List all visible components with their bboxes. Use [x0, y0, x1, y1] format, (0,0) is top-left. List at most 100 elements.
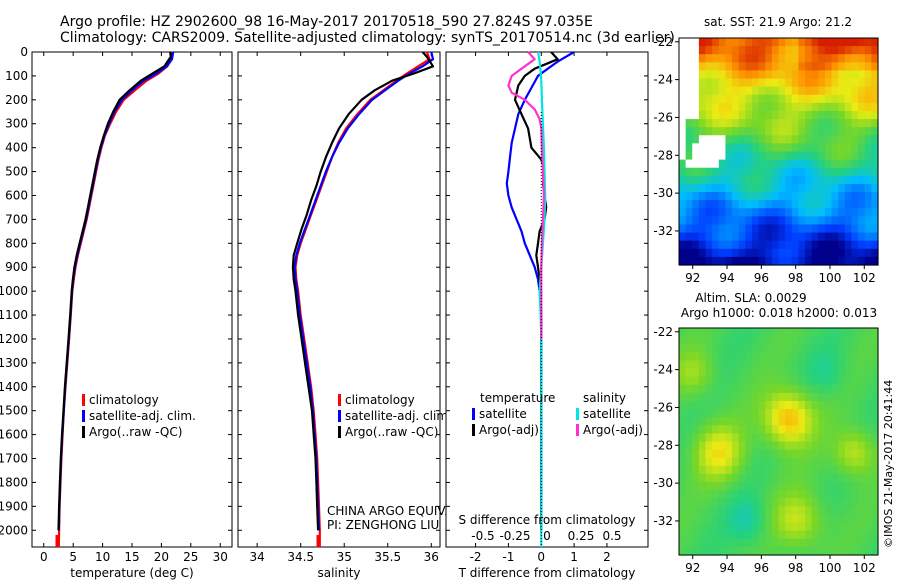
- sst-map-cell: [838, 102, 846, 112]
- sla-map-cell: [685, 417, 693, 426]
- sla-map-cell: [864, 538, 872, 548]
- sst-map-cell: [871, 224, 879, 234]
- sla-map-cell: [851, 352, 859, 362]
- sla-map-cell: [712, 449, 720, 459]
- sla-map-cell: [871, 352, 879, 362]
- sst-map-cell: [771, 110, 780, 120]
- sla-map-cell: [718, 441, 727, 451]
- sst-map-cell: [705, 232, 713, 242]
- sst-map-cell: [851, 175, 859, 185]
- sla-map-cell: [679, 384, 687, 394]
- sst-map-cell: [864, 135, 872, 144]
- sst-map-cell: [858, 54, 866, 63]
- sst-map-cell: [824, 94, 833, 104]
- depth-tick-label: 1000: [0, 284, 28, 298]
- sla-map-cell: [745, 546, 753, 556]
- sla-map-cell: [758, 546, 766, 556]
- sla-map-cell: [778, 352, 786, 362]
- sst-map-cell: [732, 208, 740, 217]
- sla-map-cell: [758, 368, 766, 378]
- sst-map-cell: [871, 192, 879, 201]
- sla-map-cell: [824, 441, 833, 451]
- sla-map-cell: [858, 530, 866, 540]
- sla-map-cell: [838, 465, 846, 475]
- sst-map-cell: [751, 192, 760, 201]
- temperature-legend-label: climatology: [89, 393, 159, 407]
- sla-map-cell: [732, 384, 740, 394]
- sla-map-cell: [785, 344, 793, 353]
- sla-map-cell: [824, 409, 833, 418]
- sla-map-cell: [864, 400, 872, 410]
- sst-map-cell: [864, 143, 872, 153]
- sla-map-cell: [765, 514, 773, 524]
- sla-map-cell: [785, 441, 793, 451]
- sst-map-cell: [824, 62, 833, 72]
- sla-map-cell: [785, 506, 793, 516]
- sla-map-cell: [798, 498, 806, 507]
- annotation-line-1: CHINA ARGO EQUIVALENT: [327, 504, 484, 518]
- sla-map-cell: [758, 433, 766, 443]
- sst-map-cell: [732, 127, 740, 136]
- sst-map-cell: [745, 62, 753, 72]
- sla-map-cell: [758, 425, 766, 434]
- sla-map-cell: [838, 457, 846, 467]
- sla-map-cell: [818, 530, 826, 540]
- sst-map-cell: [778, 240, 786, 250]
- sst-map-cell: [871, 167, 879, 177]
- sla-map-cell: [824, 498, 833, 507]
- sla-map-cell: [751, 546, 760, 556]
- sla-map-cell: [698, 328, 707, 337]
- sst-map-cell: [698, 62, 707, 72]
- sla-map-cell: [679, 409, 687, 418]
- sst-map-cell: [745, 70, 753, 80]
- sla-map-cell: [679, 506, 687, 516]
- sla-map-cell: [771, 546, 780, 556]
- sst-map-cell: [864, 192, 872, 201]
- sla-map-cell: [851, 546, 859, 556]
- sla-map-cell: [778, 473, 786, 483]
- sla-map-cell: [765, 490, 773, 499]
- sla-map-cell: [732, 498, 740, 507]
- sst-map-cell: [751, 200, 760, 209]
- sla-map-cell: [712, 498, 720, 507]
- sst-map-cell: [818, 70, 826, 80]
- sla-map-cell: [791, 514, 799, 524]
- sst-map-cell: [718, 78, 727, 88]
- sst-map-cell: [685, 86, 693, 96]
- sla-map-cell: [685, 400, 693, 410]
- sst-map-cell: [824, 167, 833, 177]
- sst-map-cell: [738, 102, 746, 112]
- sst-map-cell: [818, 94, 826, 104]
- sla-map-cell: [798, 457, 806, 467]
- sla-map-cell: [838, 425, 846, 434]
- sst-map-cell: [871, 175, 879, 185]
- sst-map-cell: [738, 110, 746, 120]
- sst-map-cell: [798, 119, 806, 128]
- sla-map-cell: [858, 433, 866, 443]
- sst-map-cell: [698, 110, 707, 120]
- sla-map-cell: [811, 336, 819, 345]
- sst-map-cell: [718, 200, 727, 209]
- sla-map-cell: [712, 368, 720, 378]
- sla-map-cell: [679, 490, 687, 499]
- sst-map-cell: [858, 224, 866, 234]
- sst-map-cell: [732, 175, 740, 185]
- sla-map-cell: [738, 441, 746, 451]
- sst-map-cell: [844, 38, 853, 47]
- sla-map-cell: [851, 384, 859, 394]
- sla-map-cell: [751, 409, 760, 418]
- sst-map-cell: [725, 167, 733, 177]
- sla-map-cell: [679, 473, 687, 483]
- sst-map-cell: [778, 216, 786, 226]
- sst-map-cell: [831, 119, 839, 128]
- sla-map-cell: [692, 392, 700, 402]
- sla-map-cell: [844, 417, 853, 426]
- sla-map-cell: [871, 425, 879, 434]
- sla-map-cell: [798, 538, 806, 548]
- sst-map-cell: [692, 143, 700, 153]
- sla-map-xtick-label: 102: [853, 561, 876, 575]
- sst-map-cell: [705, 70, 713, 80]
- sst-map-cell: [778, 46, 786, 55]
- sla-map-cell: [692, 506, 700, 516]
